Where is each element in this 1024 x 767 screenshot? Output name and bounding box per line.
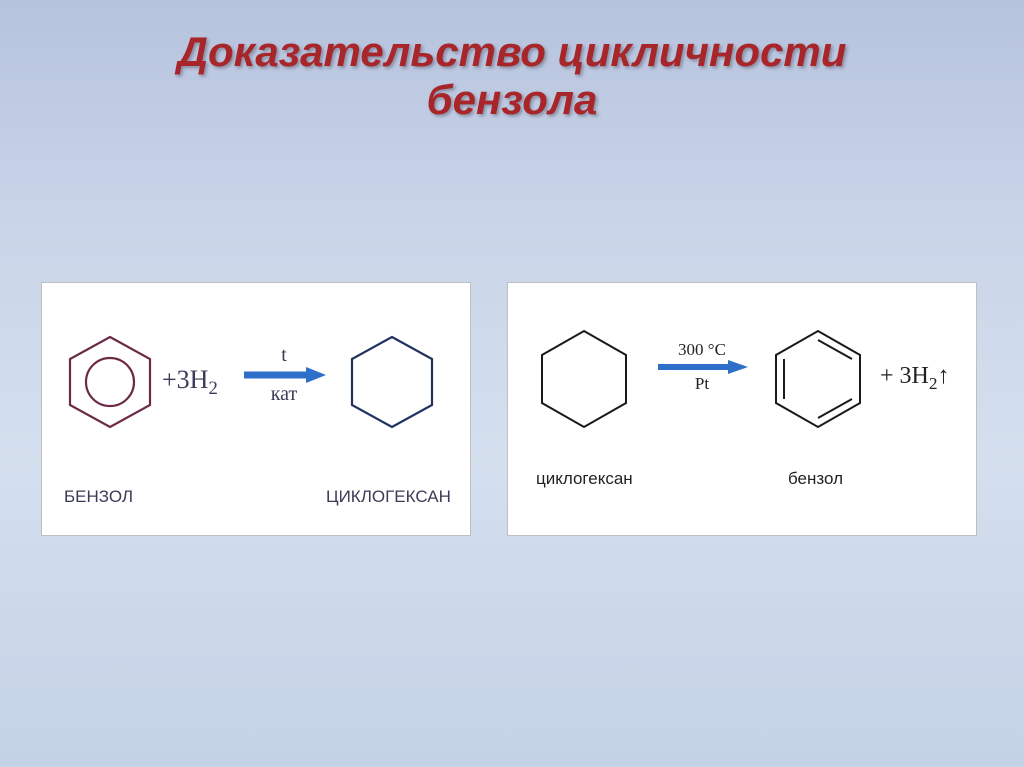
arrow-icon — [656, 359, 748, 375]
label-cyclohexane-r: циклогексан — [536, 469, 633, 489]
arrow-icon — [242, 366, 326, 384]
arrow-left-bottom: кат — [271, 384, 298, 405]
benzene-ring — [64, 331, 156, 433]
cyclohexane-ring-left — [346, 331, 438, 433]
plus-3h2-sub: 2 — [208, 378, 217, 399]
title-line2: бензола — [0, 76, 1024, 124]
arrow-left: t кат — [242, 345, 326, 405]
arrow-right-bottom: Pt — [695, 375, 709, 393]
cyclohexane-ring-right — [536, 325, 632, 433]
label-benzene: БЕНЗОЛ — [64, 487, 133, 507]
arrow-left-top: t — [281, 345, 287, 366]
panel-hydrogenation: +3H2 t кат БЕНЗОЛ ЦИКЛОГЕКСАН — [41, 282, 471, 536]
gas-arrow-icon: ↑ — [938, 363, 950, 389]
page-title: Доказательство цикличности бензола — [0, 0, 1024, 125]
plus-3h2-text: +3H — [162, 365, 208, 394]
plus-3h2-right: + 3H2↑ — [880, 363, 950, 394]
plus-3h2-left: +3H2 — [162, 365, 218, 400]
arrow-right: 300 °C Pt — [656, 341, 748, 393]
kekule-benzene-ring — [770, 325, 866, 433]
plus-3h2-right-sub: 2 — [929, 374, 938, 393]
panel-dehydrogenation: 300 °C Pt + 3H2↑ циклогексан бензол — [507, 282, 977, 536]
arrow-right-top: 300 °C — [678, 341, 726, 359]
label-benzene-r: бензол — [788, 469, 843, 489]
label-cyclohexane: ЦИКЛОГЕКСАН — [326, 487, 451, 507]
plus-3h2-right-text: + 3H — [880, 363, 929, 389]
title-line1: Доказательство цикличности — [0, 28, 1024, 76]
panels-row: +3H2 t кат БЕНЗОЛ ЦИКЛОГЕКСАН 300 °C — [41, 282, 977, 536]
